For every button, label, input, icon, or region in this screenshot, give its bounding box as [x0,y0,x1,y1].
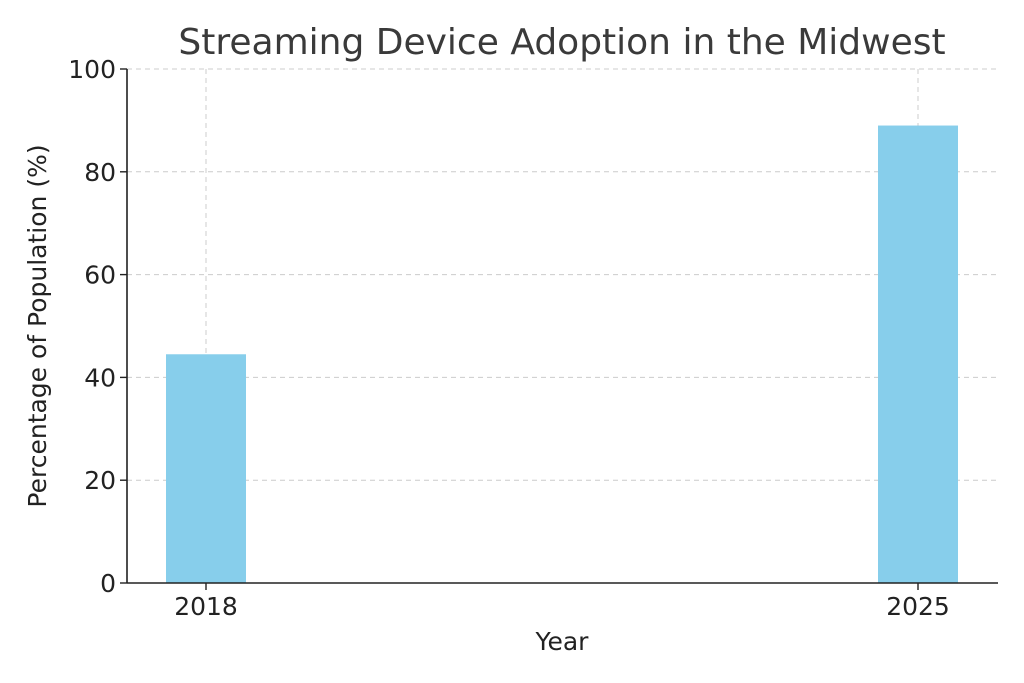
x-tick-label: 2025 [886,592,950,621]
y-tick-label: 100 [68,55,116,84]
bar-2025 [878,125,958,583]
axes [120,68,998,590]
y-tick-label: 40 [84,363,116,392]
y-tick-label: 20 [84,466,116,495]
bar-2018 [166,354,246,583]
tick-labels: 0 20 40 60 80 100 2018 2025 [68,55,950,621]
y-tick-label: 60 [84,261,116,290]
chart-title: Streaming Device Adoption in the Midwest [178,22,945,63]
grid [127,68,998,584]
x-axis-label: Year [535,627,590,656]
y-tick-label: 0 [100,569,116,598]
y-axis-label: Percentage of Population (%) [23,144,52,507]
y-tick-label: 80 [84,158,116,187]
x-tick-label: 2018 [174,592,238,621]
bars [166,125,958,583]
